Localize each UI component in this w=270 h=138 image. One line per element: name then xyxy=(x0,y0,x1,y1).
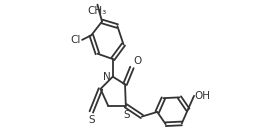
Text: CH₃: CH₃ xyxy=(88,6,107,16)
Text: Cl: Cl xyxy=(70,35,80,45)
Text: S: S xyxy=(88,115,94,125)
Text: N: N xyxy=(103,72,111,82)
Text: S: S xyxy=(123,110,130,120)
Text: O: O xyxy=(133,56,142,66)
Text: OH: OH xyxy=(195,91,211,101)
